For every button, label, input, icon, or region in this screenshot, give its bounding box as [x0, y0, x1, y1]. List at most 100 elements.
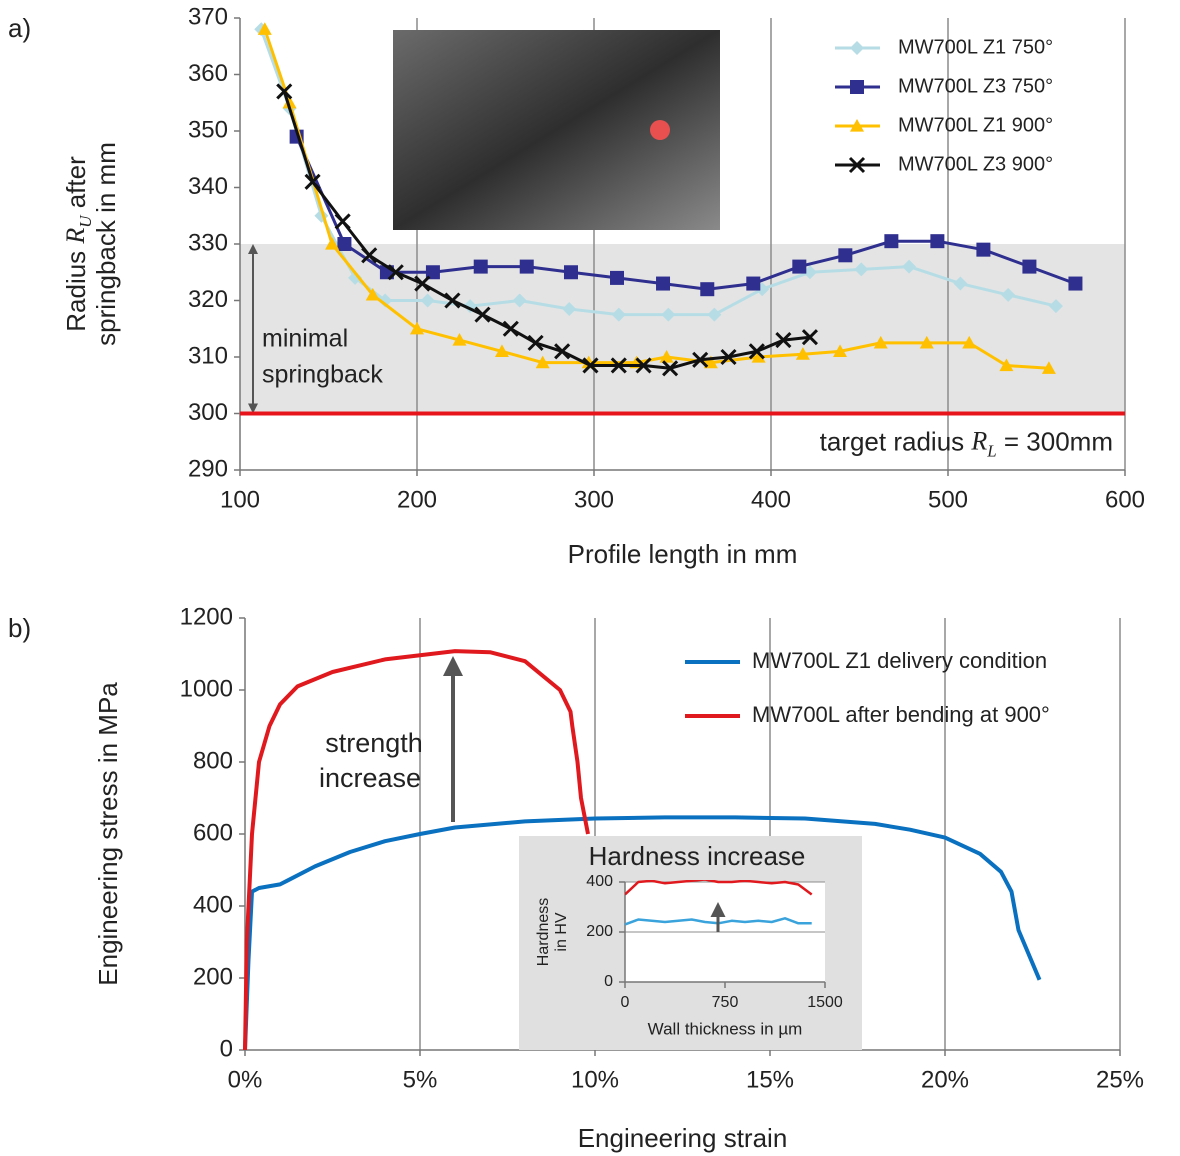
y-tick-label: 200 — [193, 963, 233, 990]
y-tick-label: 330 — [188, 229, 228, 256]
marker — [902, 259, 917, 274]
x-tick-label: 600 — [1105, 487, 1145, 514]
marker — [387, 264, 404, 281]
y-tick-label: 400 — [193, 891, 233, 918]
y-tick-label: 370 — [188, 3, 228, 30]
y-tick-label: 600 — [193, 819, 233, 846]
x-axis-title: Profile length in mm — [568, 539, 798, 569]
marker — [1022, 259, 1037, 274]
marker — [746, 276, 761, 291]
marker — [833, 344, 848, 357]
marker — [425, 265, 440, 280]
marker — [361, 247, 378, 264]
marker — [635, 357, 652, 374]
x-tick-label: 200 — [397, 487, 437, 514]
marker — [656, 276, 671, 291]
marker — [795, 347, 810, 360]
marker — [512, 293, 527, 308]
marker — [610, 357, 627, 374]
x-tick-label: 500 — [928, 487, 968, 514]
x-tick-label: 20% — [921, 1067, 969, 1094]
y-tick-label: 290 — [188, 455, 228, 482]
legend-marker — [850, 41, 864, 55]
legend-label: MW700L Z3 750° — [898, 75, 1053, 97]
marker — [562, 301, 577, 316]
marker — [334, 213, 351, 230]
panel-label: a) — [8, 13, 31, 43]
marker — [378, 293, 393, 308]
x-tick-label: 300 — [574, 487, 614, 514]
marker — [502, 320, 519, 337]
y-axis-title: springback in mm — [91, 142, 121, 346]
marker — [535, 355, 550, 369]
series-line — [243, 649, 590, 1051]
y-tick-label: 350 — [188, 116, 228, 143]
marker — [692, 351, 709, 368]
legend-marker — [850, 119, 864, 132]
y-tick-label: 360 — [188, 60, 228, 87]
marker — [884, 234, 899, 249]
text-part: Radius — [61, 244, 91, 332]
x-tick-label: 25% — [1096, 1067, 1144, 1094]
marker — [474, 306, 491, 323]
x-tick-label: 15% — [746, 1067, 794, 1094]
marker — [420, 293, 435, 308]
subscript: L — [986, 442, 996, 461]
marker — [452, 333, 467, 346]
y-tick-label: 1200 — [180, 603, 233, 630]
marker — [325, 237, 340, 250]
series-line — [295, 135, 1076, 291]
marker — [527, 334, 544, 351]
marker — [838, 248, 853, 263]
marker — [801, 329, 819, 346]
subscript: U — [76, 214, 95, 228]
marker — [662, 360, 679, 377]
band-label: minimal — [262, 325, 348, 353]
y-tick-label: 300 — [188, 399, 228, 426]
y-axis-title: in HV — [553, 912, 570, 951]
marker — [611, 307, 626, 322]
marker — [1048, 299, 1063, 314]
marker — [930, 234, 945, 249]
y-tick-label: 200 — [586, 923, 613, 940]
marker — [802, 265, 817, 280]
marker — [792, 259, 807, 274]
marker — [700, 282, 715, 297]
photo-inset — [393, 30, 720, 230]
x-tick-label: 100 — [220, 487, 260, 514]
marker — [444, 292, 461, 309]
x-tick-label: 400 — [751, 487, 791, 514]
marker — [348, 270, 363, 285]
text-part: target radius — [820, 426, 972, 456]
reference-label: target radius RL = 300mm — [820, 426, 1113, 461]
panel-label: b) — [8, 613, 31, 643]
marker — [976, 242, 991, 257]
marker — [1001, 287, 1016, 302]
text-part: after — [61, 156, 91, 216]
marker — [720, 348, 737, 366]
marker — [494, 344, 509, 357]
photo-highlight — [650, 120, 670, 140]
marker — [999, 358, 1014, 372]
legend-label: MW700L Z1 delivery condition — [752, 648, 1047, 673]
x-tick-label: 10% — [571, 1067, 619, 1094]
y-tick-label: 400 — [586, 873, 613, 890]
legend-label: MW700L Z1 900° — [898, 114, 1053, 136]
legend-label: MW700L Z3 900° — [898, 153, 1053, 175]
legend-marker — [848, 156, 866, 174]
x-tick-label: 5% — [403, 1067, 438, 1094]
legend-label: MW700L Z1 750° — [898, 36, 1053, 58]
symbol: R — [61, 228, 90, 245]
marker — [554, 343, 571, 360]
x-tick-label: 750 — [712, 994, 739, 1011]
marker — [919, 335, 934, 349]
marker — [304, 173, 321, 190]
series-line — [625, 880, 813, 896]
x-tick-label: 0 — [621, 994, 630, 1011]
x-axis-title: Wall thickness in µm — [648, 1019, 803, 1038]
y-tick-label: 310 — [188, 342, 228, 369]
y-tick-label: 340 — [188, 173, 228, 200]
y-tick-label: 0 — [220, 1035, 233, 1062]
x-axis-title: Engineering strain — [578, 1123, 788, 1153]
